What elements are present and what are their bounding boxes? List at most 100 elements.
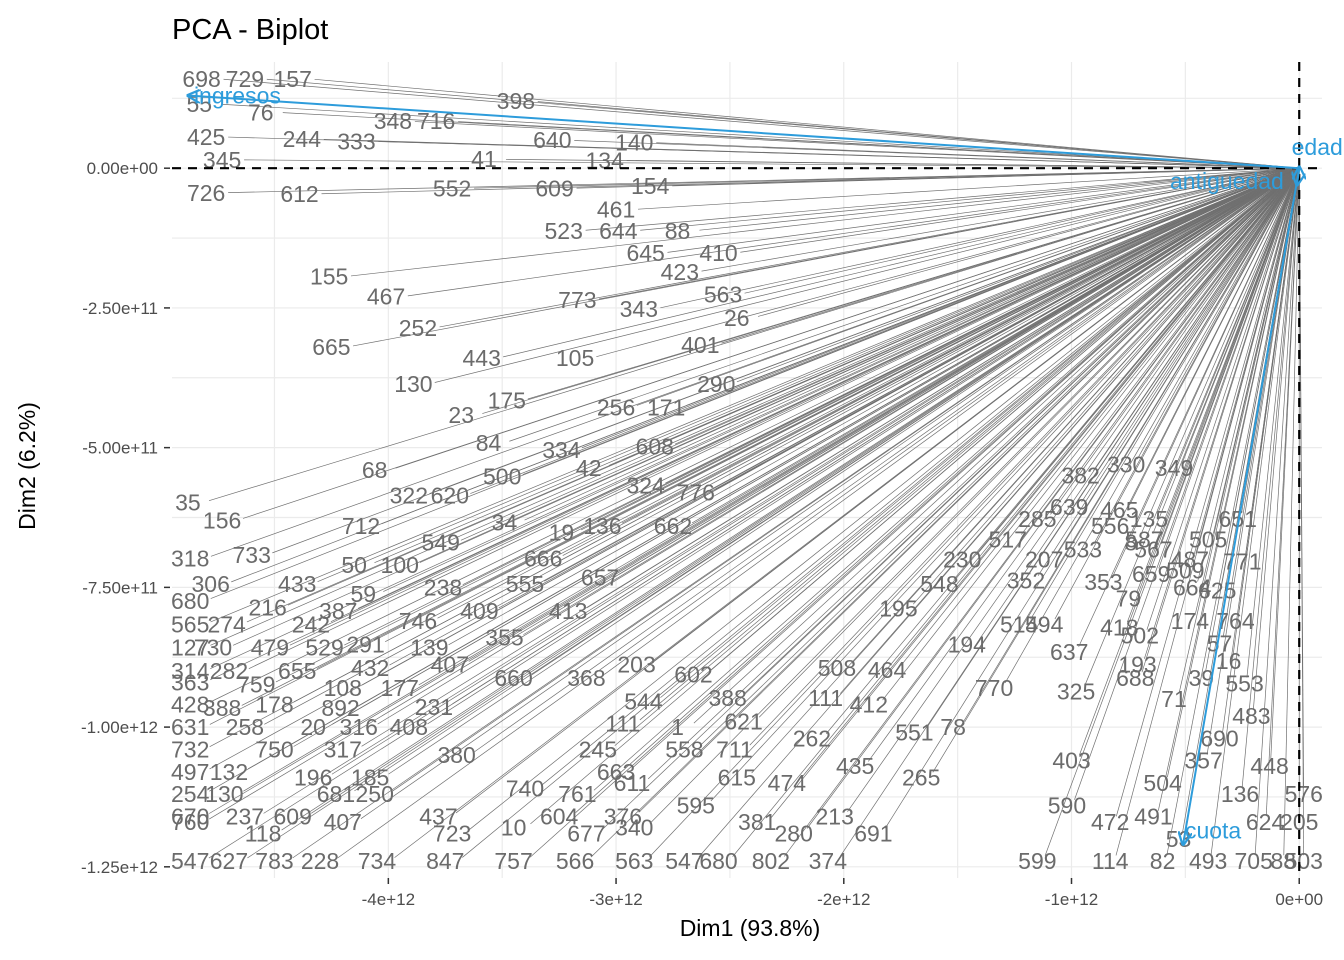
- observation-label: 357: [1184, 748, 1222, 774]
- observation-segment: [246, 167, 1300, 623]
- observation-label: 353: [1084, 569, 1122, 595]
- observation-segment: [281, 167, 1300, 831]
- observation-label: 79: [1116, 586, 1142, 612]
- observation-label: 349: [1155, 455, 1193, 481]
- observation-segment: [1074, 168, 1300, 800]
- observation-segment: [593, 167, 1300, 791]
- observation-segment: [575, 167, 1300, 813]
- observation-label: 611: [614, 770, 651, 796]
- observation-label: 398: [497, 88, 535, 114]
- observation-label: 252: [399, 315, 437, 341]
- observation-label: 558: [665, 736, 703, 762]
- observation-segment: [1084, 168, 1300, 686]
- observation-segment: [352, 167, 1300, 347]
- observation-label: 196: [294, 764, 332, 790]
- observation-label: 759: [237, 672, 275, 698]
- observation-segment: [434, 167, 1300, 383]
- observation-label: 627: [210, 848, 248, 874]
- x-tick-label: -3e+12: [589, 890, 642, 909]
- observation-label: 474: [768, 770, 807, 796]
- observation-label: 334: [542, 437, 581, 463]
- observation-segment: [758, 167, 1300, 718]
- observation-label: 10: [501, 815, 527, 841]
- observation-label: 576: [1285, 781, 1323, 807]
- observation-label: 207: [1025, 546, 1063, 572]
- observation-segment: [1030, 168, 1300, 620]
- observation-segment: [448, 167, 1300, 646]
- observation-segment: [210, 167, 1300, 623]
- observation-label: 483: [1232, 703, 1270, 729]
- observation-label: 111: [808, 685, 843, 711]
- observation-segment: [314, 78, 1300, 169]
- observation-segment: [1283, 168, 1300, 856]
- observation-segment: [900, 167, 1300, 666]
- observation-segment: [427, 167, 1300, 725]
- observation-label: 624: [1246, 809, 1285, 835]
- x-axis: -4e+12 -3e+12 -2e+12 -1e+12 0e+00: [362, 878, 1323, 909]
- observation-segment: [1178, 168, 1300, 694]
- observation-label: 587: [1125, 526, 1163, 552]
- observation-segment: [1136, 168, 1300, 594]
- observation-segment: [474, 167, 1300, 189]
- observation-label: 382: [1061, 463, 1099, 489]
- observation-label: 757: [494, 848, 532, 874]
- observation-segment: [1265, 168, 1300, 817]
- observation-segment: [1081, 168, 1300, 503]
- observation-label: 467: [367, 284, 405, 310]
- observation-label: 733: [233, 542, 271, 568]
- observation-segment: [1195, 168, 1300, 554]
- observation-label: 135: [1130, 506, 1168, 532]
- observation-label: 19: [549, 520, 575, 546]
- observation-segment: [562, 167, 1300, 556]
- observation-label: 291: [346, 631, 384, 657]
- observation-segment: [524, 167, 1300, 521]
- observation-segment: [1079, 168, 1300, 756]
- observation-label: 230: [943, 546, 981, 572]
- observation-label: 773: [558, 287, 596, 313]
- observation-label: 333: [337, 128, 375, 154]
- observation-label: 262: [793, 725, 831, 751]
- observation-segment: [470, 167, 1300, 494]
- observation-segment: [1152, 168, 1300, 534]
- observation-segment: [1004, 168, 1300, 683]
- observation-segment: [1166, 168, 1300, 856]
- observation-label: 723: [433, 820, 471, 846]
- observation-label: 640: [533, 127, 571, 153]
- y-tick-label: -5.00e+11: [82, 439, 158, 458]
- observation-label: 464: [868, 657, 907, 683]
- chart-title: PCA - Biplot: [172, 14, 328, 46]
- observation-segment: [976, 167, 1300, 556]
- observation-label: 659: [1132, 561, 1170, 587]
- observation-segment: [590, 167, 1300, 858]
- observation-label: 666: [524, 545, 562, 571]
- observation-segment: [1245, 168, 1300, 556]
- observation-label: 740: [506, 776, 544, 802]
- y-tick-label: -1.00e+12: [81, 718, 158, 737]
- observation-label: 314: [171, 658, 210, 684]
- observation-label: 127: [171, 635, 209, 661]
- observation-label: 677: [567, 820, 605, 846]
- observation-label: 381: [738, 809, 776, 835]
- observation-label: 688: [1116, 665, 1154, 691]
- observation-segment: [361, 167, 1300, 747]
- variable-label: edad: [1292, 134, 1343, 160]
- observation-segment: [1298, 168, 1304, 856]
- observation-label: 599: [1018, 848, 1056, 874]
- x-tick-label: 0e+00: [1275, 890, 1323, 909]
- observation-segment: [209, 167, 1300, 792]
- observation-segment: [868, 167, 1300, 762]
- observation-segment: [209, 167, 1300, 770]
- observation-label: 348: [374, 108, 412, 134]
- observation-label: 602: [674, 662, 712, 688]
- variable-label: antiguedad: [1170, 168, 1284, 194]
- observation-label: 343: [620, 296, 658, 322]
- observation-segment: [394, 167, 1300, 858]
- observation-label: 625: [1198, 578, 1236, 604]
- observation-segment: [407, 167, 1300, 297]
- observation-segment: [639, 167, 1300, 721]
- observation-label: 285: [1018, 506, 1056, 532]
- observation-label: 711: [716, 736, 753, 762]
- observation-segment: [210, 167, 1300, 670]
- observation-segment: [596, 167, 1300, 358]
- observation-label: 760: [171, 809, 209, 835]
